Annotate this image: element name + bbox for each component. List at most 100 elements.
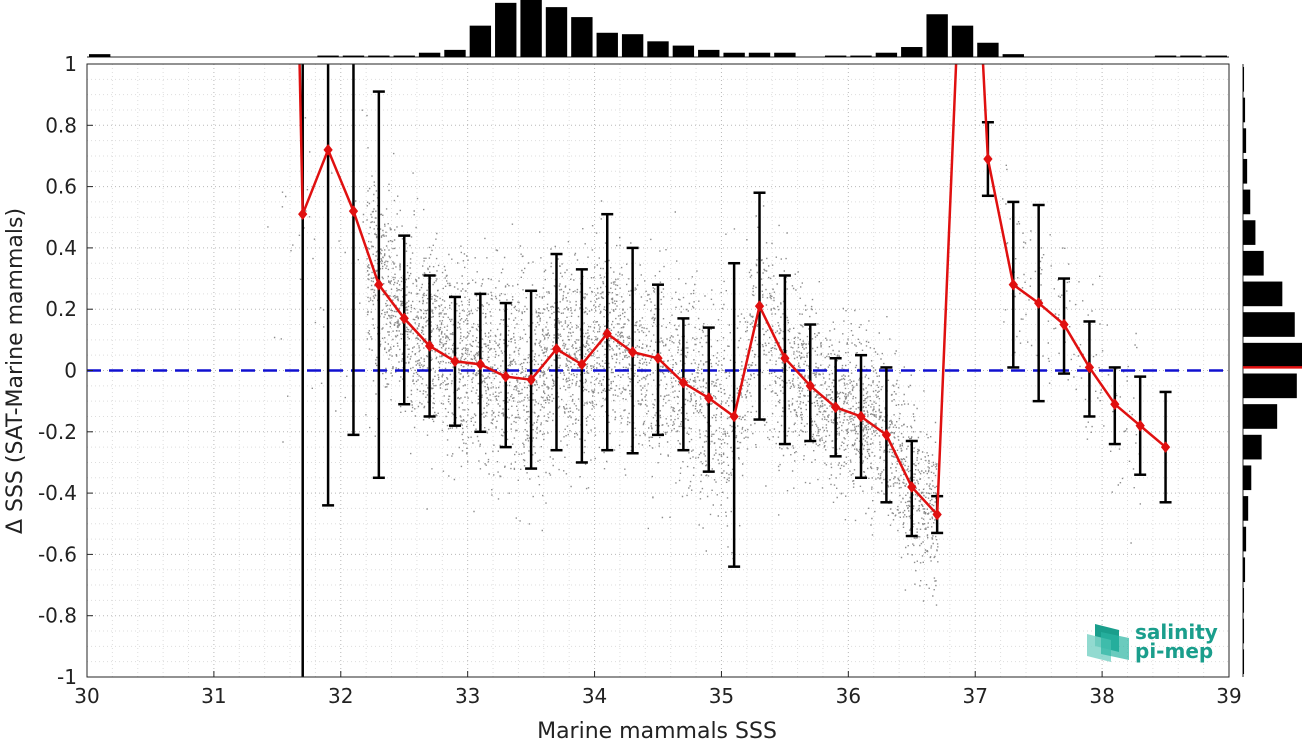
top-histogram-bar — [1205, 55, 1227, 57]
mean-marker — [1059, 318, 1069, 331]
mean-line-start — [298, 64, 304, 215]
right-histogram-bar — [1243, 649, 1245, 674]
top-histogram-bar — [977, 42, 999, 57]
top-histogram-bar — [571, 17, 593, 58]
mean-marker — [1110, 398, 1120, 411]
y-tick-label: -0.6 — [38, 542, 77, 566]
mean-marker — [1160, 441, 1171, 453]
right-histogram — [1242, 64, 1302, 677]
top-histogram-bar — [317, 55, 339, 57]
mean-marker — [932, 508, 942, 521]
top-histogram-bar — [1154, 55, 1177, 57]
top-histogram-bar — [495, 2, 517, 58]
right-histogram-bar — [1243, 312, 1295, 337]
top-histogram-bar — [545, 7, 568, 57]
top-histogram-bar — [850, 55, 872, 57]
top-histogram-bar — [444, 49, 466, 57]
mean-marker — [881, 429, 892, 441]
y-tick-label: -0.8 — [38, 604, 77, 628]
mean-marker — [602, 327, 612, 340]
right-histogram-bar — [1243, 281, 1283, 307]
top-histogram-bar — [393, 55, 415, 57]
mean-marker — [475, 358, 485, 371]
top-histogram-bar — [1002, 54, 1024, 57]
top-histogram-bar — [824, 55, 847, 57]
top-histogram — [87, 0, 1229, 58]
mean-marker — [780, 352, 790, 365]
mean-marker — [983, 153, 993, 165]
mean-marker — [831, 401, 841, 414]
salinity-logo: salinity pi-mep — [1087, 620, 1218, 663]
mean-marker — [399, 312, 409, 325]
logo-text-line2: pi-mep — [1135, 639, 1213, 663]
error-bar — [322, 64, 335, 507]
mean-marker — [907, 481, 917, 493]
tick-layer: 30 31 32 33 34 35 36 37 38 39 -1 -0.8 -0.6 -0.4 -0.2 0 0… — [38, 52, 1242, 708]
scatter-layer — [267, 109, 1141, 606]
x-tick-label: 30 — [74, 684, 99, 708]
logo-mark-icon — [1087, 624, 1129, 662]
top-histogram-bar — [748, 52, 771, 57]
right-histogram-bar — [1243, 97, 1246, 123]
y-tick-label: 0.8 — [45, 113, 77, 137]
x-tick-label: 34 — [582, 684, 607, 708]
top-histogram-bar — [698, 49, 720, 57]
mean-marker — [729, 410, 739, 423]
mean-marker — [1084, 361, 1095, 374]
x-tick-label: 35 — [709, 684, 734, 708]
top-histogram-bar — [621, 34, 644, 57]
y-tick-label: 0 — [64, 359, 77, 383]
mean-marker — [1034, 297, 1044, 309]
mean-marker — [627, 346, 638, 358]
right-histogram-bar — [1243, 465, 1252, 491]
mean-line-part-1 — [301, 146, 939, 516]
mean-marker — [1008, 278, 1018, 291]
mean-marker — [754, 300, 765, 312]
mean-marker — [348, 205, 359, 217]
top-histogram-bar — [418, 52, 441, 57]
x-tick-label: 36 — [836, 684, 861, 708]
mean-marker — [653, 352, 663, 365]
right-histogram-bar — [1243, 342, 1302, 368]
mean-marker — [323, 144, 333, 156]
top-histogram-bar — [368, 55, 390, 57]
top-histogram-bar — [774, 52, 796, 57]
mean-marker — [450, 355, 460, 368]
top-histogram-bar — [672, 45, 695, 57]
scatter-points — [267, 109, 1141, 606]
mean-line-layer — [298, 64, 1171, 521]
mean-marker — [501, 370, 511, 383]
top-histogram-bar — [469, 25, 492, 57]
right-histogram-bar — [1243, 404, 1278, 429]
mean-marker — [1135, 419, 1145, 432]
top-histogram-bar — [723, 52, 745, 57]
right-histogram-bar — [1243, 158, 1248, 184]
mean-marker — [551, 343, 562, 355]
right-histogram-bar — [1243, 526, 1247, 552]
x-tick-label: 32 — [328, 684, 353, 708]
x-tick-label: 39 — [1216, 684, 1241, 708]
mean-line-gap — [935, 64, 990, 515]
y-tick-label: -0.2 — [38, 420, 77, 444]
right-histogram-bar — [1243, 250, 1264, 276]
mean-marker — [577, 358, 587, 371]
right-histogram-bar — [1243, 67, 1245, 92]
x-axis-label: Marine mammals SSS — [537, 719, 777, 742]
y-tick-label: 1 — [64, 52, 77, 76]
top-histogram-bar — [647, 41, 669, 57]
top-histogram-bar — [89, 54, 111, 57]
top-histogram-bar — [596, 32, 618, 57]
logo-text-line1: salinity — [1135, 620, 1218, 644]
x-tick-label: 31 — [201, 684, 226, 708]
right-histogram-bar — [1243, 434, 1262, 460]
mean-marker — [298, 208, 308, 220]
right-histogram-bar — [1243, 373, 1297, 399]
x-tick-label: 33 — [455, 684, 480, 708]
y-tick-label: 0.6 — [45, 175, 77, 199]
mean-line-part-2 — [986, 158, 1167, 449]
top-histogram-bar — [901, 47, 923, 57]
top-histogram-bar — [926, 14, 948, 57]
mean-marker — [678, 376, 689, 389]
